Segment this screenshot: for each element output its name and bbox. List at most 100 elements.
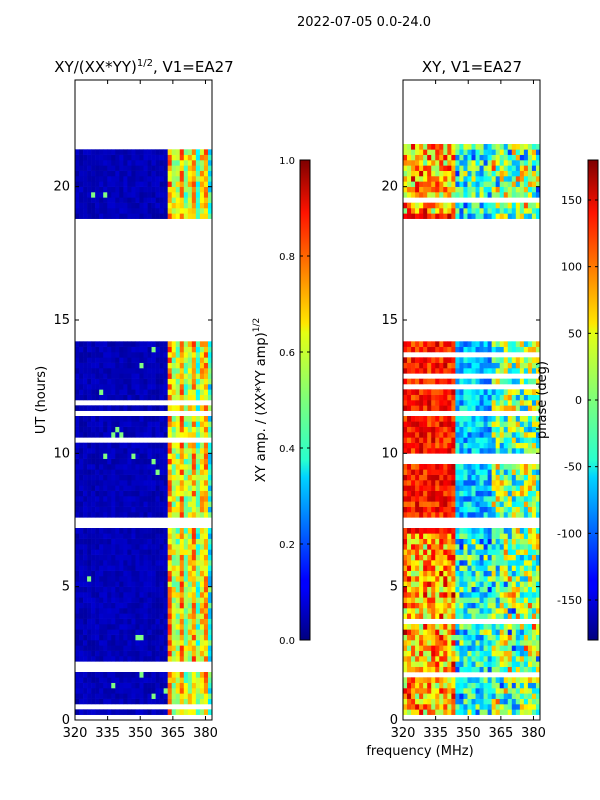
heatmap-cell: [175, 560, 181, 566]
heatmap-cell: [531, 650, 537, 657]
heatmap-cell: [527, 560, 533, 566]
heatmap-cell: [111, 197, 116, 203]
heatmap-cell: [531, 208, 537, 214]
heatmap-cell: [151, 378, 156, 385]
heatmap-cell: [187, 682, 193, 689]
heatmap-cell: [203, 362, 209, 369]
heatmap-cell: [519, 341, 525, 347]
heatmap-cell: [127, 602, 132, 609]
heatmap-cell: [523, 581, 529, 587]
heatmap-cell: [159, 656, 164, 662]
heatmap-cell: [87, 373, 92, 379]
heatmap-cell: [167, 208, 173, 214]
heatmap-cell: [167, 469, 173, 475]
heatmap-cell: [191, 672, 197, 678]
heatmap-cell: [531, 165, 537, 171]
heatmap-cell: [159, 501, 164, 507]
heatmap-cell: [435, 693, 440, 699]
heatmap-cell: [119, 373, 124, 379]
heatmap-cell: [515, 549, 521, 555]
heatmap-cell: [159, 576, 164, 582]
heatmap-cell: [75, 341, 80, 347]
heatmap-cell: [419, 474, 424, 481]
heatmap-cell: [451, 416, 456, 422]
heatmap-cell: [155, 581, 160, 587]
heatmap-cell: [455, 656, 460, 662]
heatmap-cell: [443, 592, 448, 598]
heatmap-cell: [487, 400, 492, 406]
heatmap-cell: [167, 634, 173, 641]
heatmap-cell: [439, 357, 444, 363]
heatmap-cell: [111, 389, 116, 395]
heatmap-cell: [171, 538, 177, 545]
heatmap-cell: [143, 341, 148, 347]
heatmap-cell: [103, 501, 108, 507]
heatmap-cell: [499, 176, 505, 182]
heatmap-cell: [475, 501, 480, 507]
heatmap-cell: [535, 608, 541, 614]
heatmap-cell: [491, 416, 496, 422]
heatmap-cell: [147, 506, 152, 513]
heatmap-cell: [507, 608, 513, 614]
heatmap-cell: [499, 448, 505, 454]
heatmap-cell: [471, 693, 476, 699]
heatmap-cell: [155, 352, 160, 358]
heatmap-cell: [431, 640, 436, 646]
heatmap-cell: [87, 464, 92, 470]
heatmap-cell: [407, 448, 412, 454]
heatmap-cell: [163, 176, 168, 182]
heatmap-cell: [435, 170, 440, 177]
heatmap-cell: [163, 458, 168, 465]
heatmap-cell: [115, 549, 120, 555]
heatmap-cell: [475, 602, 480, 609]
heatmap-cell: [471, 533, 476, 539]
heatmap-cell: [451, 213, 456, 219]
heatmap-cell: [175, 693, 181, 699]
heatmap-cell: [519, 538, 525, 545]
heatmap-cell: [119, 602, 124, 609]
heatmap-cell: [143, 426, 148, 433]
heatmap-cell: [435, 368, 440, 374]
heatmap-cell: [119, 202, 124, 209]
heatmap-cell: [459, 165, 464, 171]
heatmap-cell: [147, 602, 152, 609]
heatmap-cell: [471, 656, 476, 662]
heatmap-cell: [139, 698, 144, 705]
heatmap-cell: [403, 592, 408, 598]
heatmap-cell: [191, 368, 197, 374]
heatmap-cell: [119, 576, 124, 582]
heatmap-cell: [95, 448, 100, 454]
heatmap-cell: [203, 656, 209, 662]
heatmap-cell: [475, 362, 480, 369]
heatmap-cell: [95, 629, 100, 635]
heatmap-cell: [79, 554, 84, 561]
heatmap-cell: [91, 405, 96, 411]
heatmap-cell: [111, 165, 116, 171]
heatmap-cell: [499, 378, 505, 385]
heatmap-cell: [411, 709, 416, 715]
heatmap-cell: [179, 421, 185, 427]
heatmap-cell: [195, 682, 201, 689]
heatmap-cell: [431, 624, 436, 630]
heatmap-cell: [423, 474, 428, 481]
heatmap-cell: [407, 533, 412, 539]
heatmap-cell: [463, 501, 468, 507]
heatmap-cell: [195, 538, 201, 545]
heatmap-cell: [463, 565, 468, 571]
heatmap-cell: [491, 346, 496, 353]
heatmap-cell: [79, 453, 84, 459]
heatmap-cell: [459, 613, 464, 619]
heatmap-cell: [491, 442, 496, 449]
heatmap-cell: [447, 666, 452, 673]
heatmap-cell: [119, 624, 124, 630]
heatmap-cell: [99, 554, 104, 561]
heatmap-cell: [475, 389, 480, 395]
heatmap-cell: [183, 618, 189, 625]
heatmap-cell: [195, 624, 201, 630]
heatmap-cell: [91, 170, 96, 177]
heatmap-cell: [203, 389, 209, 395]
heatmap-cell: [423, 682, 428, 689]
heatmap-cell: [79, 442, 84, 449]
heatmap-cell: [127, 202, 132, 209]
heatmap-cell: [435, 592, 440, 598]
